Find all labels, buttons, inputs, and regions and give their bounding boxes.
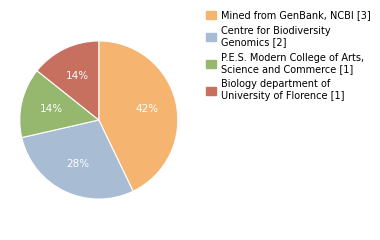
Wedge shape [22, 120, 133, 199]
Wedge shape [99, 41, 178, 191]
Text: 28%: 28% [66, 159, 89, 169]
Wedge shape [37, 41, 99, 120]
Text: 14%: 14% [66, 71, 89, 81]
Text: 14%: 14% [40, 104, 63, 114]
Legend: Mined from GenBank, NCBI [3], Centre for Biodiversity
Genomics [2], P.E.S. Moder: Mined from GenBank, NCBI [3], Centre for… [206, 10, 371, 101]
Wedge shape [20, 71, 99, 138]
Text: 42%: 42% [135, 104, 158, 114]
